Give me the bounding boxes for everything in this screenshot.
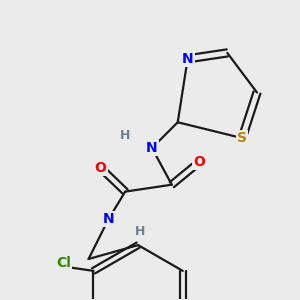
Text: N: N (146, 141, 158, 155)
Text: H: H (120, 129, 130, 142)
Text: H: H (135, 225, 145, 238)
Text: O: O (94, 161, 106, 175)
Text: O: O (194, 155, 206, 169)
Text: S: S (237, 131, 247, 145)
Text: N: N (182, 52, 194, 66)
Text: N: N (103, 212, 114, 226)
Text: Cl: Cl (56, 256, 71, 270)
